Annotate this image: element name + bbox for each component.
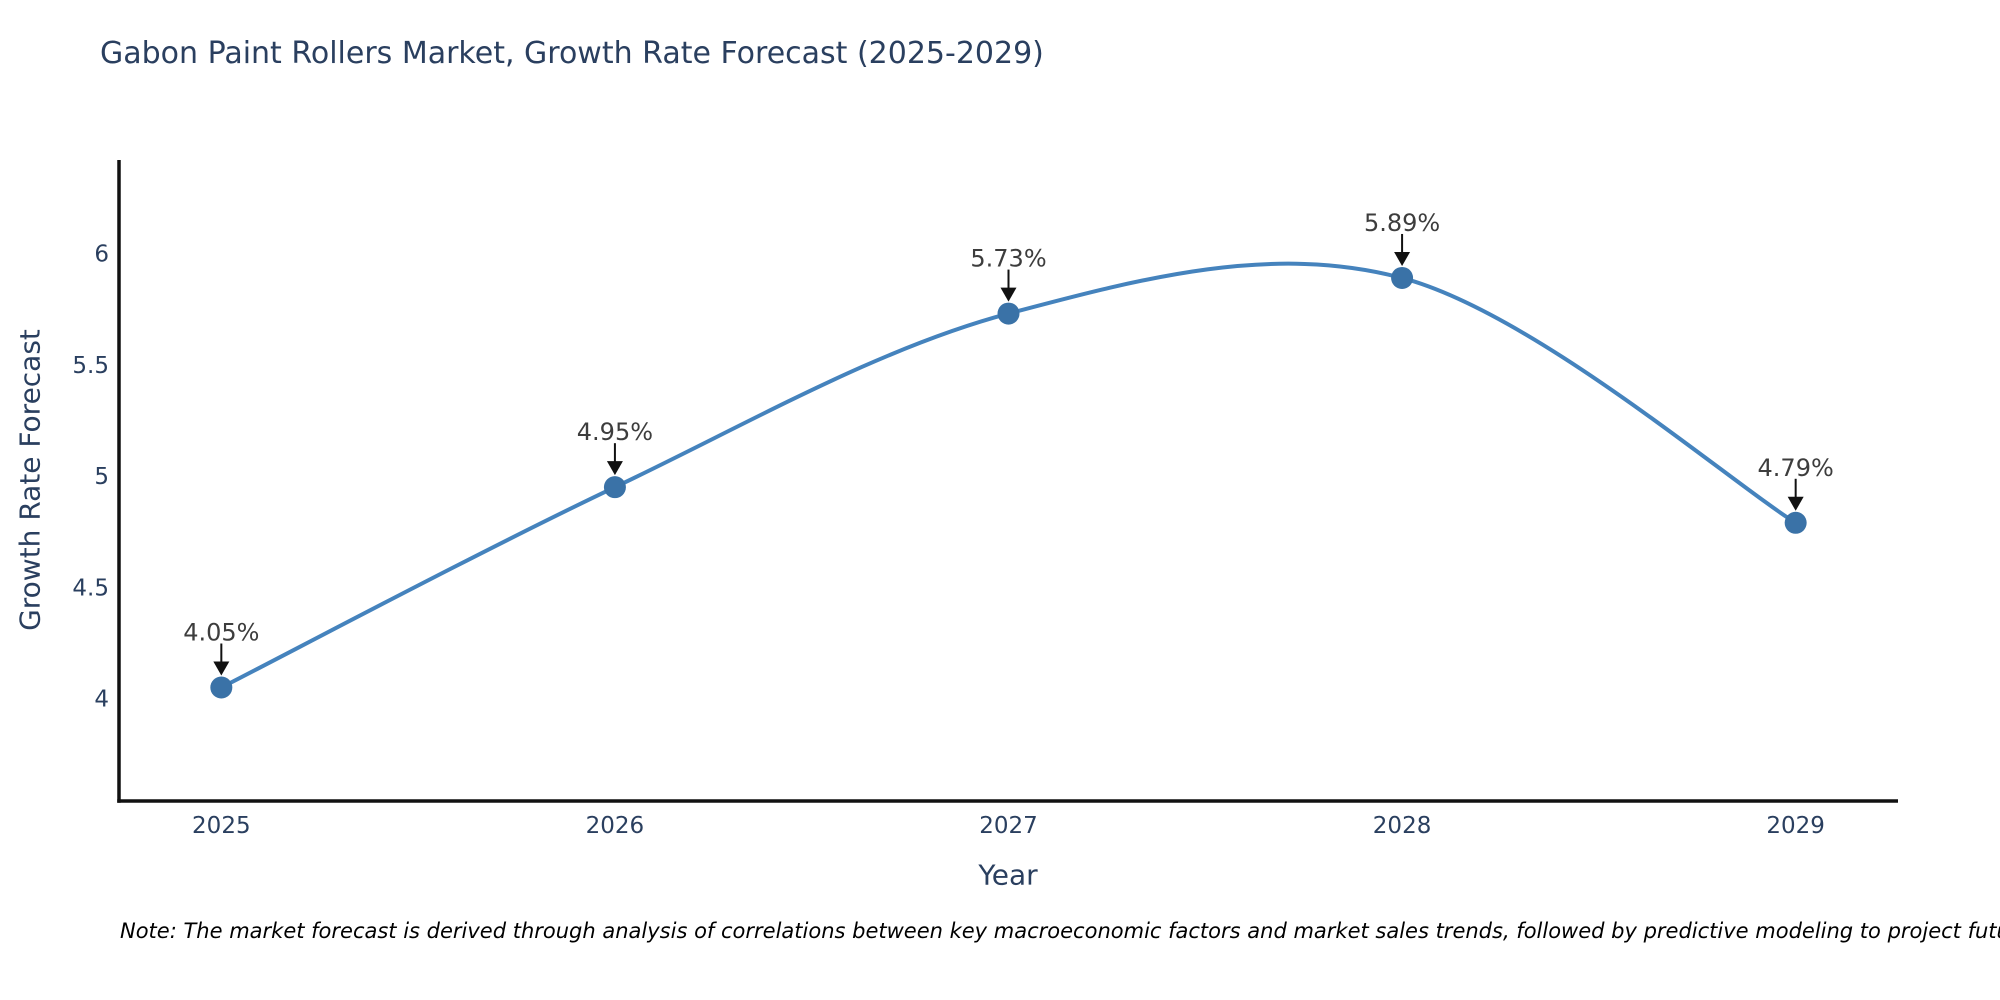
annotation-arrowhead [213, 661, 230, 676]
point-value-label: 4.95% [577, 418, 653, 446]
annotation-arrowhead [1394, 251, 1411, 266]
data-point[interactable] [1784, 511, 1807, 534]
chart-title: Gabon Paint Rollers Market, Growth Rate … [100, 36, 1044, 71]
y-tick-label: 5 [94, 464, 109, 490]
point-value-label: 5.73% [970, 245, 1046, 273]
data-point[interactable] [210, 676, 233, 699]
y-tick-label: 4.5 [72, 575, 109, 601]
trend-line [219, 261, 1798, 690]
annotation-arrowhead [1000, 287, 1017, 302]
y-tick-label: 5.5 [72, 353, 109, 379]
data-point[interactable] [603, 476, 626, 499]
x-tick-label: 2029 [1766, 813, 1825, 839]
footnote: Note: The market forecast is derived thr… [120, 919, 2000, 943]
data-point[interactable] [1391, 266, 1414, 289]
x-tick-label: 2026 [586, 813, 645, 839]
annotation-arrowhead [606, 461, 623, 476]
y-tick-label: 4 [94, 687, 109, 713]
x-tick-label: 2027 [979, 813, 1038, 839]
annotation-arrowhead [1787, 496, 1804, 511]
x-tick-label: 2025 [192, 813, 251, 839]
point-value-label: 4.79% [1758, 454, 1834, 482]
y-tick-label: 6 [94, 241, 109, 267]
data-point[interactable] [997, 302, 1020, 325]
x-tick-label: 2028 [1373, 813, 1432, 839]
point-value-label: 4.05% [183, 618, 259, 646]
point-value-label: 5.89% [1364, 209, 1440, 237]
x-axis-title: Year [978, 858, 1038, 892]
